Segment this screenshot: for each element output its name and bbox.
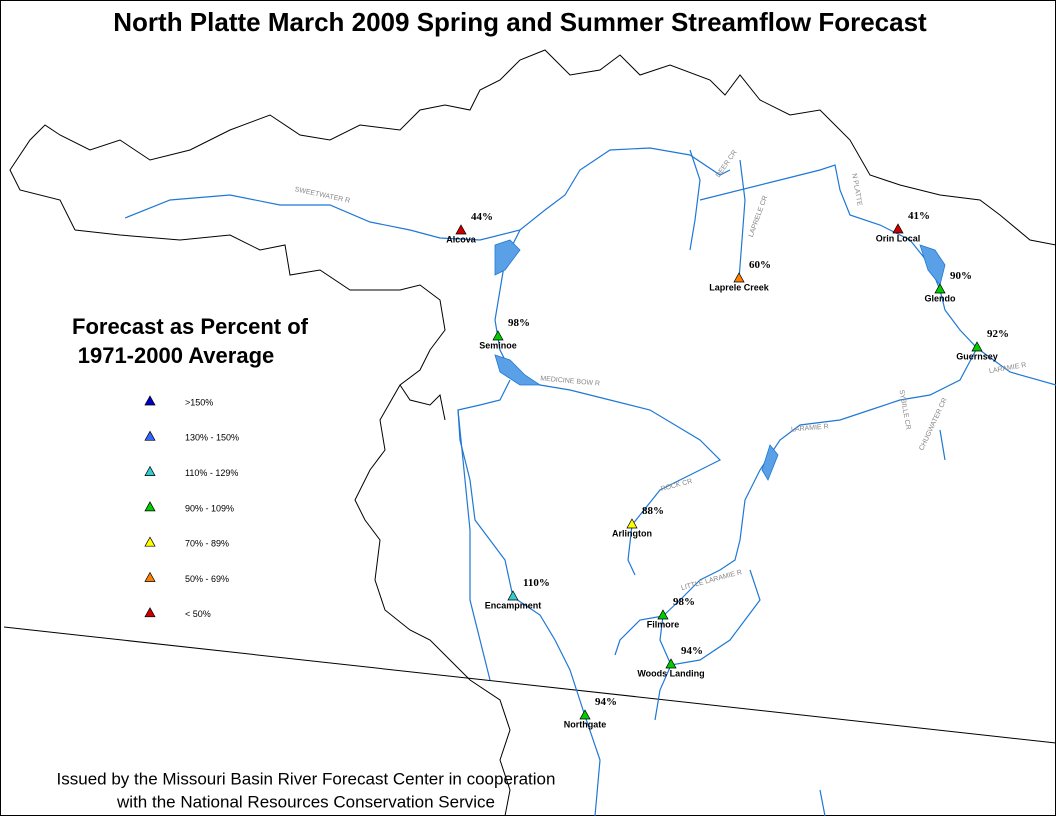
station-percent: 98% (508, 317, 530, 329)
footer: with the National Resources Conservation… (116, 792, 495, 811)
station-percent: 88% (642, 505, 664, 517)
station-marker (579, 709, 591, 720)
state-line (3, 626, 1056, 744)
map-title: North Platte March 2009 Spring and Summe… (113, 7, 927, 37)
legend-label: >150% (185, 397, 213, 407)
legend-label: 110% - 129% (185, 468, 238, 478)
rivers (124, 147, 1056, 816)
station-name: Woods Landing (637, 668, 704, 678)
station-marker (455, 224, 467, 235)
river-label: LARAMIE R (791, 423, 829, 433)
station-percent: 44% (471, 211, 493, 223)
station-name: Guernsey (956, 351, 998, 361)
reservoirs (494, 239, 946, 481)
station-name: Orin Local (876, 233, 921, 243)
legend-label: 90% - 109% (185, 503, 234, 513)
legend-symbol (144, 501, 156, 512)
station-name: Seminoe (479, 340, 517, 350)
station-name: Encampment (485, 600, 542, 610)
footer: Issued by the Missouri Basin River Forec… (57, 769, 556, 788)
station-percent: 98% (673, 596, 695, 608)
station-name: Alcova (446, 234, 477, 244)
legend-symbol (144, 571, 156, 582)
legend-symbol (144, 465, 156, 476)
station-percent: 110% (523, 577, 550, 589)
legend-symbol (144, 430, 156, 441)
basin-boundary (399, 384, 446, 421)
station-percent: 60% (749, 259, 771, 271)
station-name: Filmore (647, 619, 680, 629)
station-percent: 92% (987, 328, 1009, 340)
station-percent: 90% (950, 270, 972, 282)
station-marker (665, 658, 677, 669)
station-percent: 94% (681, 645, 703, 657)
legend-symbol (144, 536, 156, 547)
station-marker (507, 590, 519, 601)
station-marker (971, 341, 983, 352)
station-marker (733, 272, 745, 283)
station-name: Arlington (612, 528, 652, 538)
station-percent: 41% (908, 210, 930, 222)
legend-label: 50% - 69% (185, 574, 229, 584)
legend-label: < 50% (185, 609, 211, 619)
legend-title: Forecast as Percent of (72, 314, 309, 339)
station-name: Northgate (564, 719, 607, 729)
station-name: Laprele Creek (709, 282, 770, 292)
station-marker (892, 223, 904, 234)
legend-label: 70% - 89% (185, 539, 229, 549)
legend-symbol (144, 607, 156, 618)
station-name: Glendo (925, 293, 957, 303)
station-marker (934, 283, 946, 294)
basin-boundary (74, 229, 511, 816)
station-marker (626, 518, 638, 529)
station-marker (492, 330, 504, 341)
basin-boundary (9, 49, 1056, 246)
legend-label: 130% - 150% (185, 433, 239, 443)
legend-title: 1971-2000 Average (78, 343, 275, 368)
station-percent: 94% (595, 696, 617, 708)
legend-symbol (144, 395, 156, 406)
station-marker (657, 609, 669, 620)
